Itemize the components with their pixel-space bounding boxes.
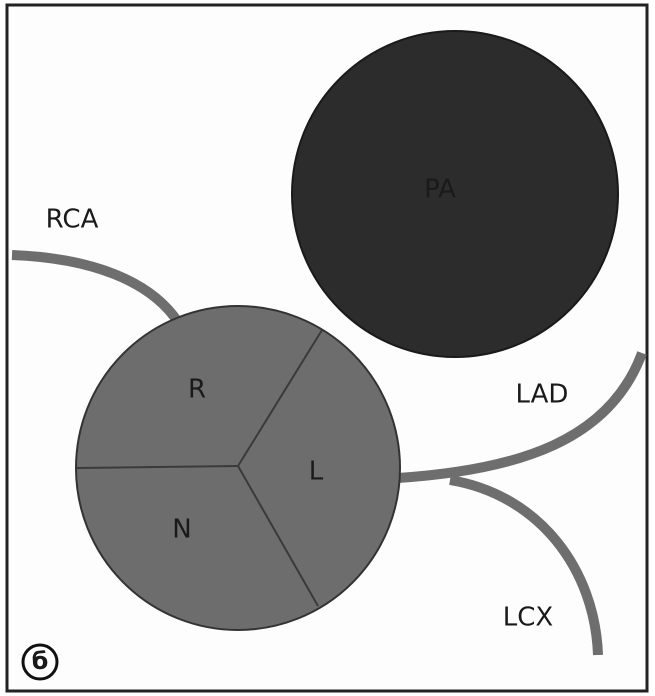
cusp-label: N (172, 515, 191, 545)
pa-label: PA (424, 175, 456, 205)
vessel-label: LAD (516, 380, 569, 410)
vessel-label: RCA (46, 205, 99, 235)
panel-label: б (32, 647, 49, 675)
vessel-label: LCX (503, 603, 553, 633)
page: {"panel_label": "б", "nodes": [ {"id": "… (0, 0, 655, 696)
diagram: PA R L N RCA LAD LCX б (0, 0, 655, 696)
cusp-label: R (188, 375, 206, 405)
cusp-label: L (309, 457, 324, 487)
